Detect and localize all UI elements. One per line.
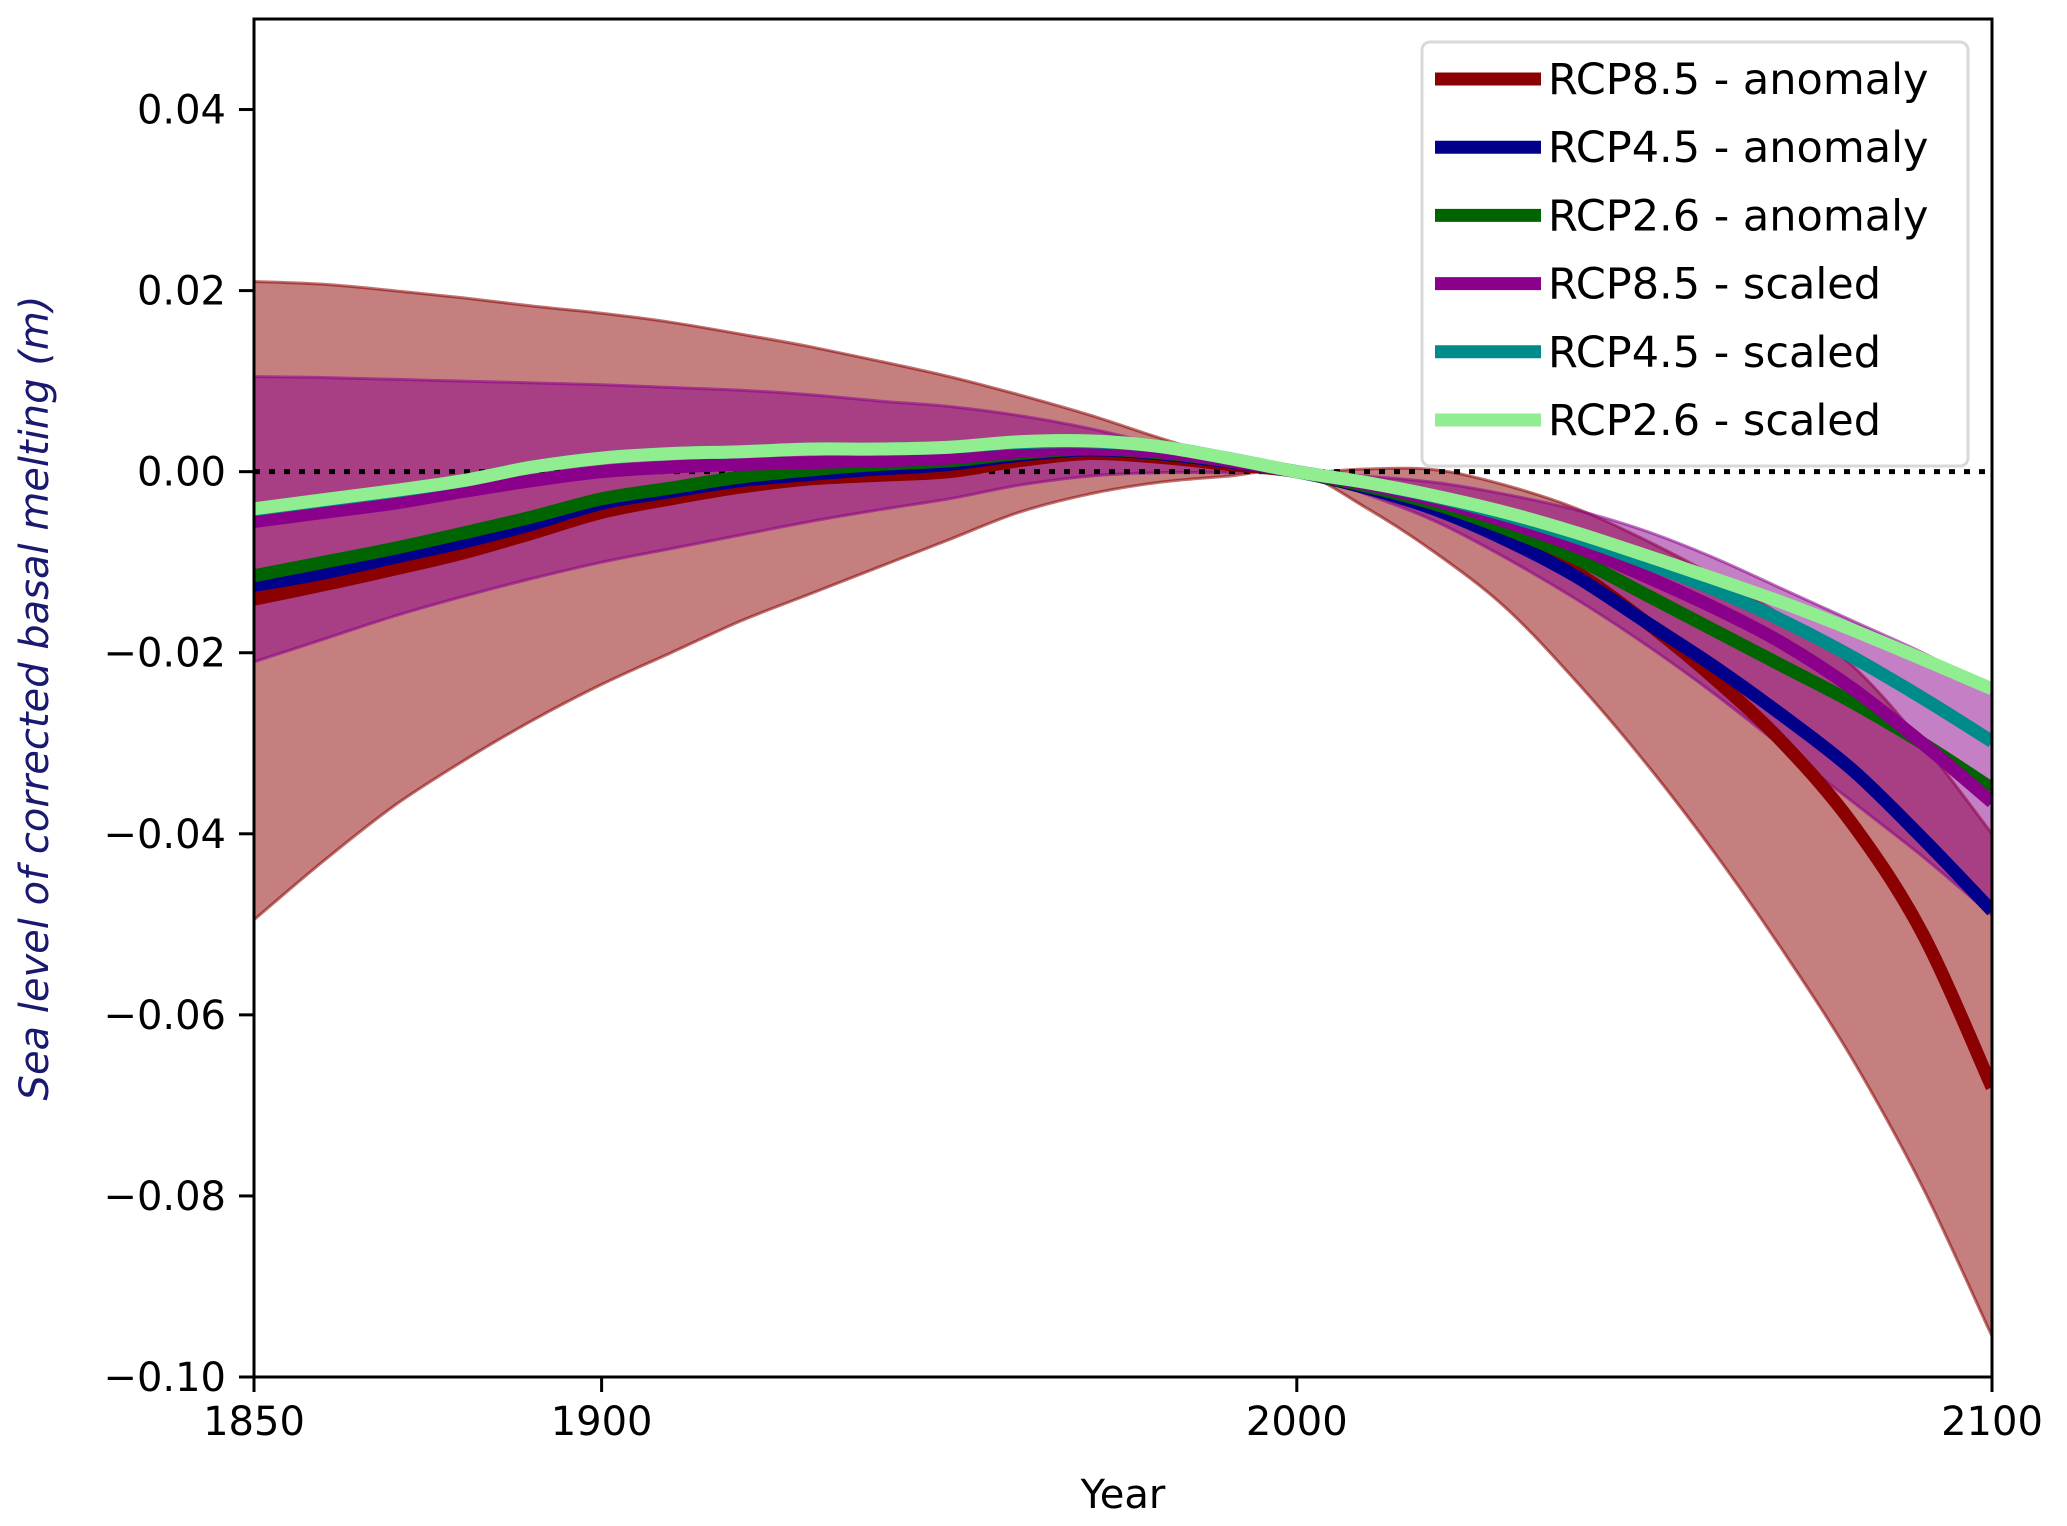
y-tick-label: 0.02 (137, 269, 226, 315)
x-tick-label: 2000 (1246, 1399, 1348, 1445)
y-tick-label: −0.08 (103, 1174, 226, 1220)
legend-frame (1420, 40, 1970, 468)
x-axis-ticks: 1850 1900 2000 2100 (203, 1377, 2043, 1445)
legend-label: RCP2.6 - anomaly (1548, 191, 1928, 241)
y-tick-label: −0.10 (103, 1355, 226, 1401)
y-tick-label: 0.04 (137, 88, 226, 134)
legend: RCP8.5 - anomaly RCP4.5 - anomaly RCP2.6 -… (1420, 40, 1970, 468)
band-upper-edge-1 (254, 375, 1992, 691)
legend-label: RCP2.6 - scaled (1548, 396, 1881, 446)
legend-item: RCP2.6 - anomaly (1435, 191, 1928, 241)
band-lower-edge-1 (254, 468, 1992, 917)
legend-items: RCP8.5 - anomaly RCP4.5 - anomaly RCP2.6 -… (1435, 55, 1928, 446)
y-tick-label: −0.06 (103, 993, 226, 1039)
y-axis-label: Sea level of corrected basal melting (m) (12, 296, 58, 1101)
legend-item: RCP8.5 - anomaly (1435, 55, 1928, 105)
series-line-rcp2-6-scaled (254, 434, 1992, 695)
legend-label: RCP4.5 - anomaly (1548, 123, 1928, 173)
y-tick-label: 0.00 (137, 450, 226, 496)
y-tick-label: −0.04 (103, 812, 226, 858)
legend-label: RCP8.5 - anomaly (1548, 55, 1928, 105)
band-lower-edge-0 (254, 468, 1992, 1337)
series-layer (254, 434, 1992, 1090)
x-tick-label: 1850 (203, 1399, 305, 1445)
x-axis-label: Year (1080, 1472, 1166, 1518)
x-tick-label: 2100 (1941, 1399, 2043, 1445)
legend-item: RCP4.5 - scaled (1435, 328, 1881, 378)
y-tick-label: −0.02 (103, 631, 226, 677)
legend-label: RCP8.5 - scaled (1548, 260, 1881, 310)
legend-item: RCP4.5 - anomaly (1435, 123, 1928, 173)
legend-label: RCP4.5 - scaled (1548, 328, 1881, 378)
legend-item: RCP8.5 - scaled (1435, 260, 1881, 310)
axes-frame (252, 17, 1994, 1379)
x-tick-label: 1900 (551, 1399, 653, 1445)
plot-area (254, 280, 1992, 1337)
band-fill-1 (254, 376, 1992, 916)
y-axis-ticks: −0.10 −0.08 −0.06 −0.04 −0.02 0.00 0.02 0.04 (103, 88, 254, 1401)
legend-item: RCP2.6 - scaled (1435, 396, 1881, 446)
